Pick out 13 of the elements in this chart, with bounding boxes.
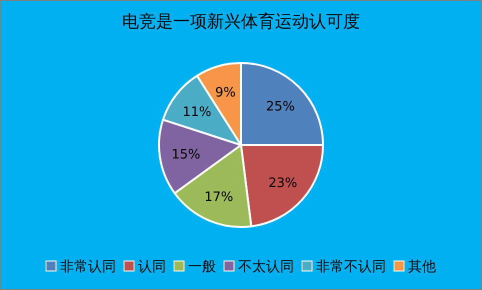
legend-label: 非常认同 <box>60 259 116 275</box>
data-label: 11% <box>182 104 212 120</box>
legend-label: 认同 <box>138 259 166 275</box>
legend-label: 不太认同 <box>238 259 294 275</box>
legend-label: 一般 <box>188 259 216 275</box>
data-label: 17% <box>204 190 234 206</box>
legend-label: 非常不认同 <box>316 259 386 275</box>
data-label: 23% <box>268 176 298 191</box>
legend-label: 其他 <box>408 259 436 275</box>
data-label: 25% <box>266 100 295 115</box>
chart-title: 电竞是一项新兴体育运动认可度 <box>122 12 360 32</box>
data-label: 9% <box>215 85 236 100</box>
data-label: 15% <box>171 148 200 163</box>
